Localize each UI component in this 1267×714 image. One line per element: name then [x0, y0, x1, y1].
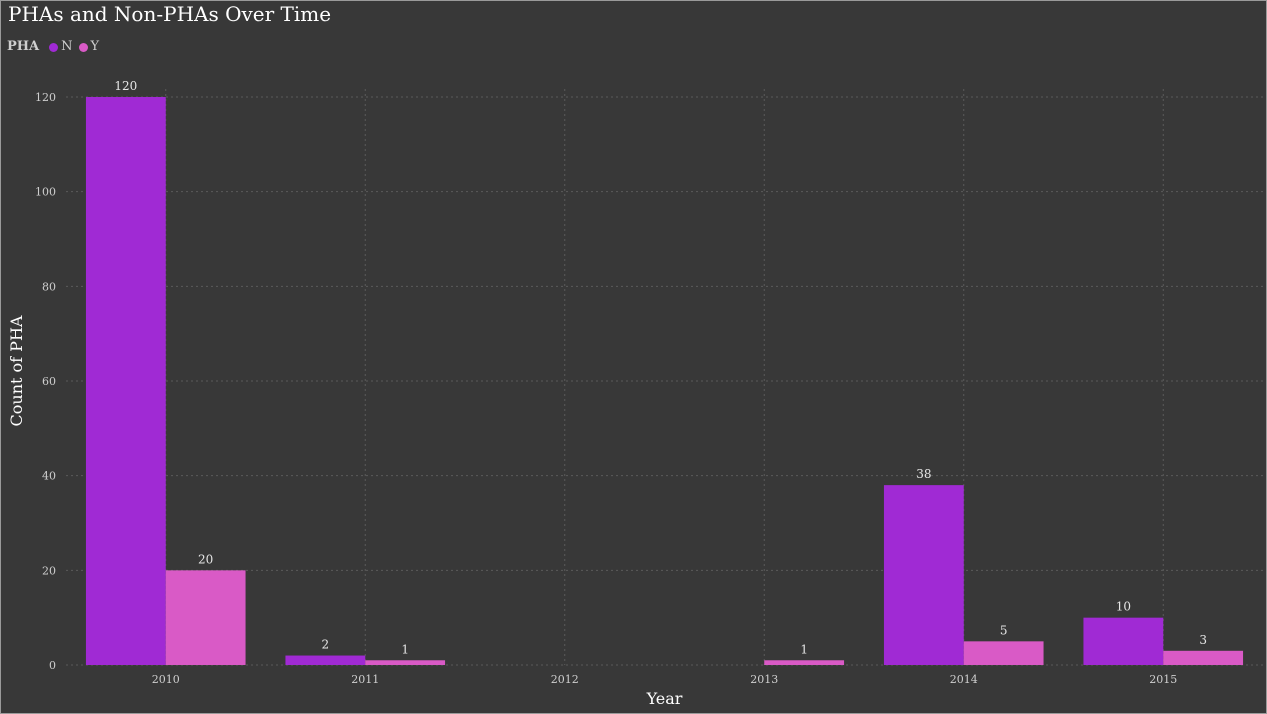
legend-swatch-n	[49, 42, 59, 52]
bar-y-2010	[165, 570, 246, 665]
x-tick-label: 2010	[152, 673, 180, 686]
legend-label-y: Y	[90, 39, 100, 54]
bar-n-2010	[85, 97, 166, 665]
y-tick-label: 60	[42, 375, 56, 388]
data-label: 1	[800, 642, 808, 656]
bar-n-2014	[883, 485, 964, 665]
bar-y-2011	[365, 660, 446, 665]
x-tick-label: 2014	[950, 673, 978, 686]
data-label: 3	[1199, 633, 1207, 647]
y-axis-title: Count of PHA	[7, 315, 26, 426]
legend-swatch-y	[78, 42, 88, 52]
legend-item-y[interactable]: Y	[78, 39, 100, 55]
data-label: 2	[322, 638, 330, 652]
legend-title: PHA	[7, 39, 40, 54]
x-tick-label: 2015	[1149, 673, 1177, 686]
bar-n-2015	[1083, 617, 1164, 665]
y-tick-label: 100	[35, 186, 56, 199]
bar-y-2013	[764, 660, 845, 665]
data-label: 20	[198, 552, 213, 566]
data-label: 1	[401, 642, 409, 656]
y-tick-label: 0	[49, 659, 56, 672]
bar-n-2011	[285, 655, 366, 665]
x-tick-label: 2011	[351, 673, 379, 686]
legend: PHA N Y	[7, 39, 105, 55]
data-label: 38	[916, 467, 931, 481]
y-tick-label: 120	[35, 91, 56, 104]
data-label: 5	[1000, 623, 1008, 637]
y-tick-label: 80	[42, 280, 56, 293]
x-tick-label: 2013	[750, 673, 778, 686]
legend-label-n: N	[61, 39, 73, 54]
y-tick-label: 20	[42, 564, 56, 577]
bar-y-2015	[1163, 650, 1244, 665]
data-label: 120	[114, 79, 137, 93]
y-tick-label: 40	[42, 470, 56, 483]
x-tick-label: 2012	[551, 673, 579, 686]
x-axis-title: Year	[646, 689, 683, 708]
legend-item-n[interactable]: N	[49, 39, 73, 55]
chart-title: PHAs and Non-PHAs Over Time	[8, 2, 332, 26]
data-label: 10	[1116, 600, 1131, 614]
bar-y-2014	[963, 641, 1044, 665]
